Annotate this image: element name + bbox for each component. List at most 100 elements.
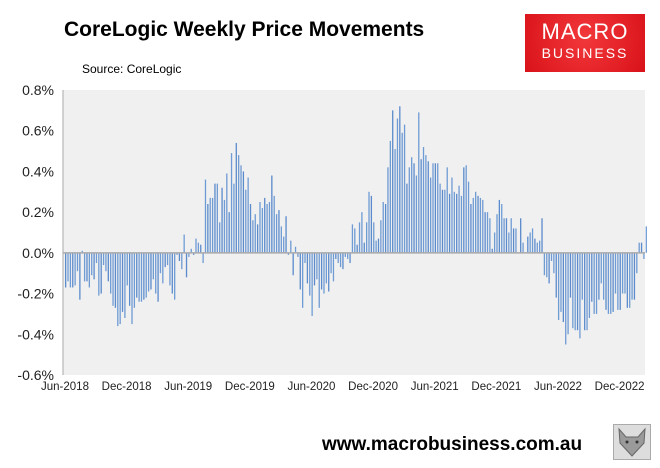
- bar: [311, 252, 313, 316]
- x-tick-label: Jun-2020: [287, 381, 335, 393]
- bar: [349, 252, 351, 264]
- bar: [394, 149, 396, 253]
- bar: [429, 177, 432, 253]
- bar: [382, 201, 384, 253]
- bar: [629, 252, 631, 308]
- bar: [600, 252, 602, 284]
- chart-source: Source: CoreLogic: [82, 62, 182, 76]
- bar: [453, 191, 455, 253]
- bar: [562, 252, 564, 323]
- bar: [297, 252, 299, 257]
- bar: [463, 167, 465, 253]
- bar: [169, 252, 171, 286]
- bar: [389, 140, 391, 253]
- bar: [565, 252, 567, 345]
- bar: [512, 228, 515, 253]
- bar: [458, 185, 460, 253]
- bar: [65, 252, 67, 288]
- bar: [181, 252, 183, 270]
- bar: [358, 222, 361, 253]
- bar: [223, 199, 226, 253]
- bar: [102, 252, 105, 266]
- bar: [555, 252, 557, 298]
- bar: [76, 252, 79, 272]
- bar: [275, 214, 278, 253]
- bar: [197, 242, 200, 253]
- bar: [299, 252, 301, 290]
- x-tick-label: Dec-2018: [102, 381, 152, 393]
- bar: [557, 252, 560, 321]
- bar: [384, 204, 387, 253]
- bar: [624, 252, 626, 294]
- bar: [268, 201, 271, 253]
- bar: [560, 252, 562, 312]
- bar: [159, 252, 162, 274]
- bar: [539, 240, 541, 253]
- y-tick-label: -0.4%: [17, 326, 54, 342]
- bar: [304, 252, 306, 264]
- bar: [316, 252, 318, 280]
- bar: [117, 252, 119, 327]
- bar: [427, 161, 429, 253]
- bar: [472, 197, 474, 253]
- bar: [527, 236, 529, 253]
- bar: [588, 252, 591, 318]
- bar: [235, 142, 237, 253]
- bar: [259, 201, 261, 253]
- bar: [479, 197, 482, 253]
- bar: [437, 163, 439, 253]
- bar: [380, 220, 382, 253]
- bar: [219, 222, 221, 253]
- y-tick-label: 0.4%: [22, 163, 54, 179]
- bar: [399, 106, 401, 253]
- x-tick-label: Jun-2019: [164, 381, 212, 393]
- bar: [166, 252, 169, 266]
- bar: [100, 252, 102, 294]
- bar: [126, 252, 128, 286]
- bar: [356, 244, 358, 253]
- bar: [375, 240, 377, 253]
- bar: [119, 252, 121, 325]
- bar: [335, 252, 337, 259]
- bar: [633, 252, 636, 300]
- bar: [133, 252, 136, 308]
- bar: [93, 252, 95, 280]
- bar: [121, 252, 124, 312]
- bar: [150, 252, 152, 290]
- bar: [396, 118, 399, 253]
- bar: [192, 252, 195, 255]
- bar: [574, 252, 576, 331]
- bar: [498, 199, 501, 253]
- bar: [95, 252, 98, 264]
- bar: [470, 204, 472, 253]
- bar: [640, 242, 643, 253]
- bar: [344, 252, 346, 257]
- bar: [256, 224, 259, 253]
- y-tick-label: 0.6%: [22, 123, 54, 139]
- bar: [72, 252, 74, 288]
- bar: [342, 252, 344, 270]
- x-tick-label: Dec-2022: [595, 381, 645, 393]
- bar: [242, 171, 245, 253]
- bar-chart: 0.8%0.6%0.4%0.2%0.0%-0.2%-0.4%-0.6%Jun-2…: [17, 82, 647, 393]
- bar: [595, 252, 598, 314]
- bar: [183, 234, 185, 253]
- y-tick-label: -0.2%: [17, 286, 54, 302]
- bar: [434, 163, 437, 253]
- bar: [204, 179, 207, 253]
- bar: [164, 252, 166, 268]
- bar: [157, 252, 159, 302]
- bar: [271, 175, 273, 253]
- bar: [238, 155, 240, 253]
- bar: [67, 252, 69, 282]
- bar: [69, 252, 72, 288]
- bar: [645, 226, 647, 253]
- bar: [446, 167, 448, 253]
- bar: [254, 214, 256, 253]
- bar: [83, 252, 86, 282]
- bar: [370, 195, 373, 253]
- bar: [294, 246, 297, 253]
- bar: [140, 252, 143, 302]
- bar: [86, 252, 88, 282]
